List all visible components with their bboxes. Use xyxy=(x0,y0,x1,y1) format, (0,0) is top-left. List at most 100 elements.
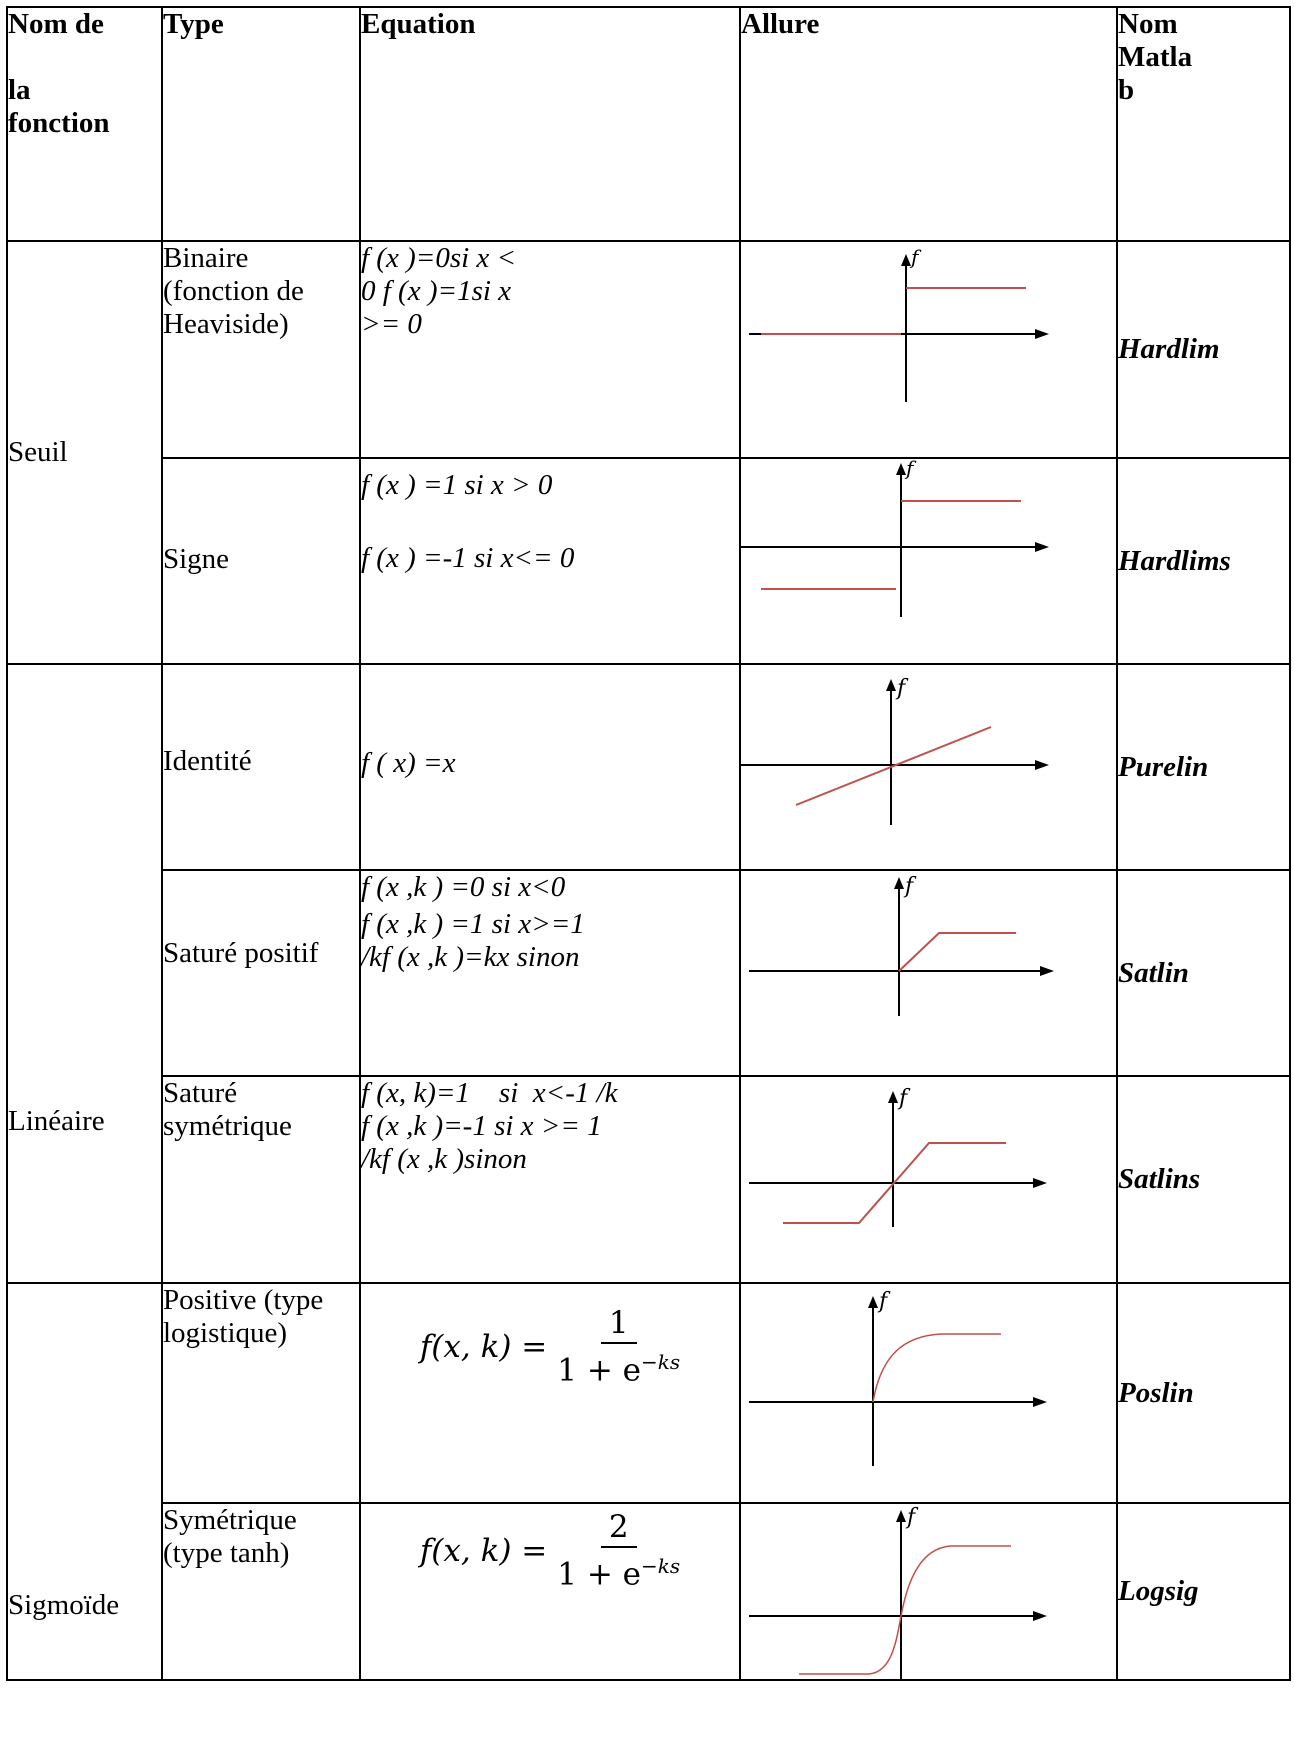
exponent: −ks xyxy=(641,1553,681,1578)
equation-cell: f (x, k)=1 si x<-1 /k f (x ,k )=-1 si x … xyxy=(359,1075,741,1284)
f-label: f xyxy=(909,245,922,269)
type-cell: Signe xyxy=(161,457,361,665)
plot-cell: f xyxy=(739,457,1118,665)
type-cell: Binaire (fonction de Heaviside) xyxy=(161,240,361,459)
equation-line: f (x, k)=1 si x<-1 /k xyxy=(361,1077,618,1109)
equation-lhs: f(x, k) = xyxy=(419,1532,548,1569)
equation-line: f (x ,k ) =0 si x<0 xyxy=(361,871,566,903)
activation-functions-table: Nom de la fonction Type Equation Allure … xyxy=(6,6,1291,1681)
equation-cell: f ( x) =x xyxy=(359,663,741,871)
header-allure-label: Allure xyxy=(741,8,820,40)
type-cell: Saturé positif xyxy=(161,869,361,1077)
y-arrow-icon xyxy=(901,254,911,266)
equation-line: 0 f (x )=1si x xyxy=(361,275,512,307)
curve-satlins xyxy=(783,1142,1006,1224)
header-name-line2: la xyxy=(8,74,31,106)
header-row: Nom de la fonction Type Equation Allure … xyxy=(6,6,1291,242)
fraction: 2 1 + e−ks xyxy=(557,1510,680,1591)
x-arrow-icon xyxy=(1035,329,1049,339)
f-label: f xyxy=(897,1086,911,1111)
table-row: Linéaire Identité f ( x) =x f Purelin xyxy=(6,663,1291,1284)
matlab-name-cell: Logsig xyxy=(1116,1502,1291,1681)
satlin-plot: f xyxy=(749,874,1054,1016)
x-arrow-icon xyxy=(1033,1397,1047,1407)
logistic-plot: f xyxy=(749,1289,1047,1466)
y-arrow-icon xyxy=(896,1510,906,1522)
header-equation-label: Equation xyxy=(361,8,476,40)
plot-cell: f xyxy=(739,1502,1118,1681)
plot-cell: f xyxy=(739,663,1118,871)
header-equation: Equation xyxy=(359,6,741,242)
table-row: Sigmoïde Positive (type logistique) f(x,… xyxy=(6,1282,1291,1681)
x-arrow-icon xyxy=(1033,1178,1047,1188)
equation-cell: f(x, k) = 1 1 + e−ks xyxy=(359,1282,741,1504)
header-function-name: Nom de la fonction xyxy=(6,6,163,242)
f-label: f xyxy=(877,1289,891,1314)
y-arrow-icon xyxy=(894,877,904,889)
group-seuil: Seuil xyxy=(6,240,163,665)
x-arrow-icon xyxy=(1033,1611,1047,1621)
type-cell: Symétrique (type tanh) xyxy=(161,1502,361,1681)
header-matlab-line3: b xyxy=(1118,74,1135,106)
matlab-name-cell: Poslin xyxy=(1116,1282,1291,1504)
curve-logistic xyxy=(872,1333,1001,1403)
equation-line: f (x ,k ) =1 si x>=1 xyxy=(361,908,585,940)
fraction-equation: f(x, k) = 1 1 + e−ks xyxy=(361,1302,739,1392)
header-matlab-name: Nom Matla b xyxy=(1116,6,1291,242)
equation-line: f (x ) =1 si x > 0 xyxy=(361,469,553,501)
matlab-name-cell: Satlins xyxy=(1116,1075,1291,1284)
table-row: Seuil Binaire (fonction de Heaviside) f … xyxy=(6,240,1291,665)
header-name-line1: Nom de xyxy=(8,8,104,40)
tanh-plot: f xyxy=(749,1505,1047,1679)
x-arrow-icon xyxy=(1035,760,1049,770)
f-label: f xyxy=(905,1505,919,1530)
denominator-base: 1 + e xyxy=(557,1556,642,1593)
header-matlab-line1: Nom xyxy=(1118,8,1178,40)
table-row: Signe f (x ) =1 si x > 0 f (x ) =-1 si x… xyxy=(7,457,1291,665)
numerator: 2 xyxy=(600,1510,637,1548)
y-arrow-icon xyxy=(886,679,896,691)
equation-line: /kf (x ,k )=kx sinon xyxy=(361,941,580,973)
matlab-name-cell: Hardlims xyxy=(1116,457,1291,665)
denominator: 1 + e−ks xyxy=(557,1548,680,1591)
matlab-name-cell: Hardlim xyxy=(1116,240,1291,459)
f-label: f xyxy=(895,676,909,701)
equation-line: f (x )=0si x < xyxy=(361,242,517,274)
plot-cell: f xyxy=(739,240,1118,459)
f-label: f xyxy=(903,874,917,899)
header-allure: Allure xyxy=(739,6,1118,242)
table-row: Saturé symétrique f (x, k)=1 si x<-1 /k … xyxy=(7,1075,1291,1284)
matlab-name-cell: Satlin xyxy=(1116,869,1291,1077)
matlab-name-cell: Purelin xyxy=(1116,663,1291,871)
y-arrow-icon xyxy=(868,1296,878,1308)
curve-identity xyxy=(795,726,992,806)
equation-line: f (x ,k )=-1 si x >= 1 xyxy=(361,1110,602,1142)
equation-line: f ( x) =x xyxy=(361,747,456,779)
plot-cell: f xyxy=(739,1075,1118,1284)
header-type: Type xyxy=(161,6,361,242)
x-arrow-icon xyxy=(1035,542,1049,552)
f-label: f xyxy=(904,459,917,480)
curve-satlin xyxy=(898,932,1016,972)
x-arrow-icon xyxy=(1040,966,1054,976)
equation-cell: f (x ) =1 si x > 0 f (x ) =-1 si x<= 0 xyxy=(359,457,741,665)
equation-cell: f (x )=0si x < 0 f (x )=1si x >= 0 xyxy=(359,240,741,459)
fraction: 1 1 + e−ks xyxy=(557,1306,680,1387)
equation-line: >= 0 xyxy=(361,308,422,340)
heaviside-plot: f xyxy=(749,245,1049,402)
plot-cell: f xyxy=(739,1282,1118,1504)
equation-line: f (x ) =-1 si x<= 0 xyxy=(361,542,575,574)
denominator: 1 + e−ks xyxy=(557,1344,680,1387)
equation-cell: f (x ,k ) =0 si x<0 f (x ,k ) =1 si x>=1… xyxy=(359,869,741,1077)
denominator-base: 1 + e xyxy=(557,1352,642,1389)
table-row: Saturé positif f (x ,k ) =0 si x<0 f (x … xyxy=(7,869,1291,1077)
group-lineaire: Linéaire xyxy=(6,663,163,1284)
type-cell: Saturé symétrique xyxy=(161,1075,361,1284)
satlins-plot: f xyxy=(749,1086,1047,1227)
group-sigmoide: Sigmoïde xyxy=(6,1282,163,1681)
header-type-label: Type xyxy=(163,8,224,40)
y-arrow-icon xyxy=(888,1091,898,1103)
numerator: 1 xyxy=(600,1306,637,1344)
y-arrow-icon xyxy=(896,463,906,475)
fraction-equation: f(x, k) = 2 1 + e−ks xyxy=(361,1506,739,1596)
